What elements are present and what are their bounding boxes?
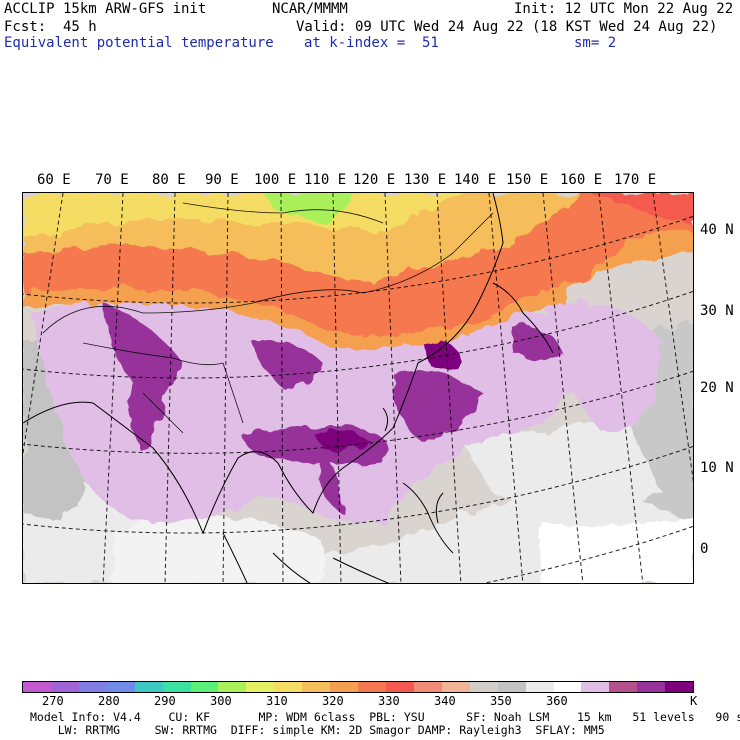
colorbar-cell — [553, 682, 582, 692]
colorbar-cell — [385, 682, 414, 692]
colorbar-cell — [497, 682, 526, 692]
forecast-hour: Fcst: 45 h — [4, 19, 97, 35]
level-label: at k-index = 51 — [304, 35, 439, 51]
model-info-line2: LW: RRTMG SW: RRTMG DIFF: simple KM: 2D … — [30, 723, 605, 737]
field-name: Equivalent potential temperature — [4, 35, 274, 51]
colorbar-cell — [581, 682, 610, 692]
colorbar-tick: 300 — [210, 694, 232, 708]
theta-e-map — [23, 193, 693, 583]
lon-label: 160 E — [560, 172, 603, 188]
colorbar-cell — [78, 682, 107, 692]
lat-label: 20 N — [700, 380, 734, 396]
lon-label: 130 E — [404, 172, 447, 188]
colorbar-cell — [190, 682, 219, 692]
colorbar-tick: 290 — [154, 694, 176, 708]
colorbar-tick: 360 — [546, 694, 568, 708]
colorbar-cell — [469, 682, 498, 692]
map-panel — [22, 192, 694, 584]
colorbar-cell — [637, 682, 666, 692]
lon-label: 120 E — [353, 172, 396, 188]
lon-label: 140 E — [454, 172, 497, 188]
colorbar-tick: 280 — [98, 694, 120, 708]
lon-label: 70 E — [95, 172, 129, 188]
colorbar-cell — [665, 682, 694, 692]
colorbar-cell — [274, 682, 303, 692]
lat-label: 10 N — [700, 460, 734, 476]
lat-label: 30 N — [700, 303, 734, 319]
lon-label: 170 E — [614, 172, 657, 188]
colorbar-cell — [358, 682, 386, 692]
colorbar-cell — [330, 682, 359, 692]
model-title: ACCLIP 15km ARW-GFS init — [4, 1, 207, 17]
colorbar-cell — [302, 682, 331, 692]
model-info-line1: Model Info: V4.4 CU: KF MP: WDM 6class P… — [30, 710, 740, 724]
colorbar-cell — [413, 682, 442, 692]
colorbar — [22, 681, 694, 693]
colorbar-cell — [218, 682, 247, 692]
lon-label: 80 E — [152, 172, 186, 188]
lat-label: 40 N — [700, 222, 734, 238]
colorbar-cell — [441, 682, 470, 692]
lon-label: 100 E — [254, 172, 297, 188]
colorbar-tick: 270 — [42, 694, 64, 708]
colorbar-cell — [106, 682, 135, 692]
colorbar-cell — [50, 682, 79, 692]
borders — [42, 202, 494, 434]
colorbar-tick: 350 — [490, 694, 512, 708]
colorbar-cell — [134, 682, 163, 692]
lat-label: 0 — [700, 541, 709, 557]
lon-label: 150 E — [506, 172, 549, 188]
graticule — [23, 193, 693, 583]
organization-label: NCAR/MMMM — [272, 1, 348, 17]
colorbar-unit: K — [690, 694, 698, 708]
colorbar-tick: 320 — [322, 694, 344, 708]
init-time: Init: 12 UTC Mon 22 Aug 22 — [514, 1, 734, 17]
valid-time: Valid: 09 UTC Wed 24 Aug 22 (18 KST Wed … — [296, 19, 718, 35]
colorbar-tick: 340 — [434, 694, 456, 708]
lon-label: 110 E — [304, 172, 347, 188]
colorbar-tick: 330 — [378, 694, 400, 708]
colorbar-cell — [525, 682, 554, 692]
smoothing-label: sm= 2 — [574, 35, 617, 51]
lon-label: 60 E — [37, 172, 71, 188]
colorbar-cell — [246, 682, 275, 692]
colorbar-tick: 310 — [266, 694, 288, 708]
lon-label: 90 E — [205, 172, 239, 188]
colorbar-cell — [609, 682, 638, 692]
colorbar-cell — [23, 682, 51, 692]
colorbar-cell — [162, 682, 191, 692]
coastlines — [23, 193, 554, 583]
